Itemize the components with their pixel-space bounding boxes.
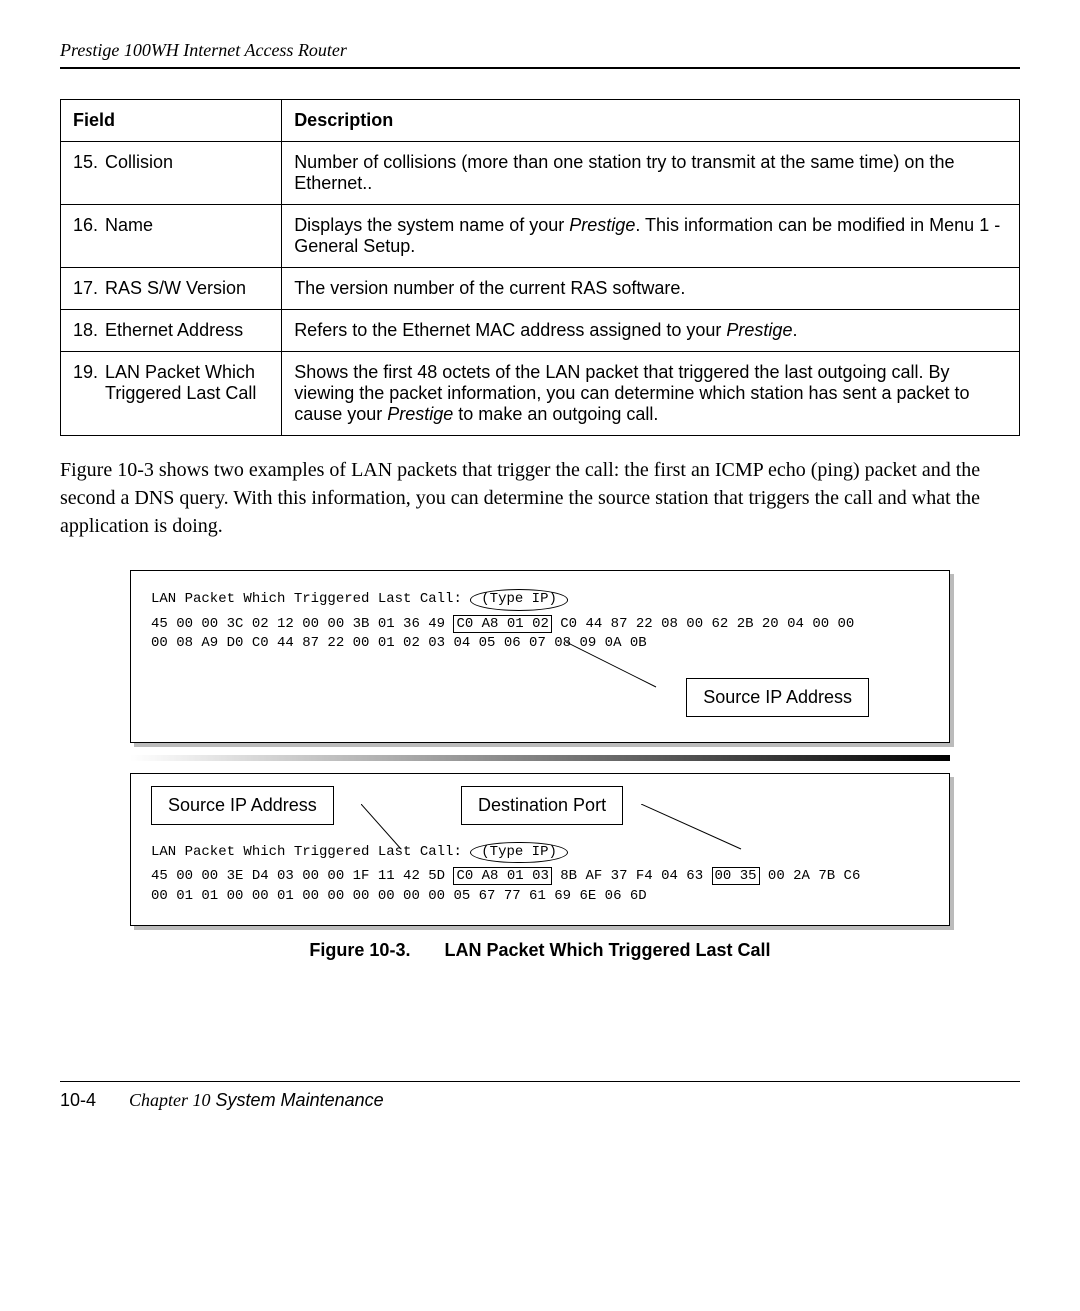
table-row: 19. LAN Packet Which Triggered Last Call… [61, 352, 1020, 436]
row-field: Name [105, 215, 153, 236]
row-num: 18. [73, 320, 105, 341]
th-field: Field [61, 100, 282, 142]
figure: LAN Packet Which Triggered Last Call: (T… [130, 570, 950, 961]
footer-chapter: System Maintenance [211, 1090, 384, 1110]
page-header: Prestige 100WH Internet Access Router [60, 40, 1020, 69]
table-row: 17. RAS S/W Version The version number o… [61, 268, 1020, 310]
table-row: 15. Collision Number of collisions (more… [61, 142, 1020, 205]
connector-line-icon [566, 642, 686, 702]
packet2-type-oval: (Type IP) [470, 842, 568, 864]
label-source-ip-2: Source IP Address [151, 786, 334, 825]
field-description-table: Field Description 15. Collision Number o… [60, 99, 1020, 436]
packet1-type-oval: (Type IP) [470, 589, 568, 611]
table-row: 16. Name Displays the system name of you… [61, 205, 1020, 268]
row-num: 16. [73, 215, 105, 236]
hex-b: 8B AF 37 F4 04 63 [552, 868, 712, 884]
hex-b: C0 44 87 22 08 00 62 2B 20 04 00 00 [552, 616, 854, 632]
row-desc-italic: Prestige [387, 404, 453, 424]
row-desc: Number of collisions (more than one stat… [294, 152, 954, 193]
label-source-ip-1: Source IP Address [686, 678, 869, 717]
label-dest-port: Destination Port [461, 786, 623, 825]
row-field: RAS S/W Version [105, 278, 246, 299]
caption-text: LAN Packet Which Triggered Last Call [444, 940, 770, 960]
row-desc-b: to make an outgoing call. [453, 404, 658, 424]
header-title: Prestige 100WH Internet Access Router [60, 40, 347, 60]
row-field: LAN Packet Which Triggered Last Call [105, 362, 269, 404]
figure-caption: Figure 10-3. LAN Packet Which Triggered … [130, 940, 950, 961]
packet-box-1: LAN Packet Which Triggered Last Call: (T… [130, 570, 950, 743]
page-footer: 10-4 Chapter 10 System Maintenance [60, 1081, 1020, 1111]
packet2-source-ip-box: C0 A8 01 03 [453, 867, 551, 885]
row-desc: The version number of the current RAS so… [294, 278, 685, 298]
th-description: Description [282, 100, 1020, 142]
row-desc: Refers to the Ethernet MAC address assig… [294, 320, 726, 340]
row-field: Ethernet Address [105, 320, 243, 341]
packet2-hex2: 00 01 01 00 00 01 00 00 00 00 00 00 05 6… [151, 887, 929, 907]
packet1-title: LAN Packet Which Triggered Last Call: [151, 591, 462, 607]
caption-fig: Figure 10-3. [309, 940, 410, 960]
row-desc-italic: Prestige [726, 320, 792, 340]
row-num: 15. [73, 152, 105, 173]
packet1-source-ip-box: C0 A8 01 02 [453, 615, 551, 633]
hex-a: 45 00 00 3C 02 12 00 00 3B 01 36 49 [151, 616, 453, 632]
row-desc-italic: Prestige [569, 215, 635, 235]
footer-chapter-italic: Chapter 10 [129, 1090, 211, 1110]
footer-page-number: 10-4 [60, 1090, 96, 1110]
row-num: 17. [73, 278, 105, 299]
packet-box-2: Source IP Address Destination Port LAN P… [130, 773, 950, 926]
packet1-hex2: 00 08 A9 D0 C0 44 87 22 00 01 02 03 04 0… [151, 634, 929, 654]
row-field: Collision [105, 152, 173, 173]
connector-line-icon [641, 804, 761, 864]
packet1-hex1: 45 00 00 3C 02 12 00 00 3B 01 36 49 C0 A… [151, 615, 929, 635]
hex-a: 45 00 00 3E D4 03 00 00 1F 11 42 5D [151, 868, 453, 884]
row-num: 19. [73, 362, 105, 404]
hex-c: 00 2A 7B C6 [760, 868, 861, 884]
packet2-hex1: 45 00 00 3E D4 03 00 00 1F 11 42 5D C0 A… [151, 867, 929, 887]
row-desc: Displays the system name of your [294, 215, 569, 235]
divider-gradient [130, 755, 950, 761]
row-desc-b: . [792, 320, 797, 340]
packet2-dest-port-box: 00 35 [712, 867, 760, 885]
connector-line-icon [361, 804, 421, 864]
body-paragraph: Figure 10-3 shows two examples of LAN pa… [60, 456, 1020, 540]
table-row: 18. Ethernet Address Refers to the Ether… [61, 310, 1020, 352]
